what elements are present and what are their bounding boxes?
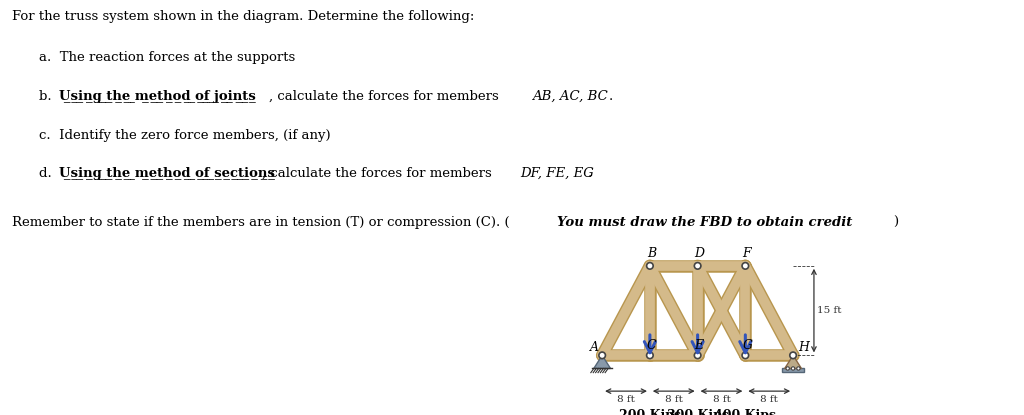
- Text: U̲s̲i̲n̲g̲ ̲t̲h̲e̲ ̲m̲e̲t̲h̲o̲d̲ ̲o̲f̲ ̲j̲o̲i̲n̲t̲s̲: U̲s̲i̲n̲g̲ ̲t̲h̲e̲ ̲m̲e̲t̲h̲o̲d̲ ̲o̲f̲ ̲…: [59, 90, 256, 103]
- Text: 200 Kips: 200 Kips: [618, 409, 681, 415]
- Text: AB, AC, BC: AB, AC, BC: [532, 90, 608, 103]
- Circle shape: [797, 367, 800, 370]
- Polygon shape: [784, 355, 802, 369]
- Text: C: C: [647, 339, 656, 352]
- Text: ): ): [893, 216, 898, 229]
- Text: c.  Identify the zero force members, (if any): c. Identify the zero force members, (if …: [39, 129, 331, 142]
- Circle shape: [694, 263, 700, 269]
- Circle shape: [792, 367, 795, 370]
- Circle shape: [646, 263, 653, 269]
- Text: DF, FE, EG: DF, FE, EG: [520, 167, 594, 180]
- Text: 8 ft: 8 ft: [665, 395, 683, 404]
- Text: You must draw the FBD to obtain credit: You must draw the FBD to obtain credit: [557, 216, 852, 229]
- Text: A: A: [590, 341, 599, 354]
- Circle shape: [742, 263, 749, 269]
- Text: D: D: [694, 247, 705, 260]
- Text: For the truss system shown in the diagram. Determine the following:: For the truss system shown in the diagra…: [12, 10, 475, 23]
- Text: E: E: [694, 339, 703, 352]
- Text: , calculate the forces for members: , calculate the forces for members: [269, 90, 504, 103]
- Bar: [782, 369, 804, 372]
- Text: , calculate the forces for members: , calculate the forces for members: [262, 167, 497, 180]
- Text: U̲s̲i̲n̲g̲ ̲t̲h̲e̲ ̲m̲e̲t̲h̲o̲d̲ ̲o̲f̲ ̲s̲e̲c̲t̲i̲o̲n̲s̲: U̲s̲i̲n̲g̲ ̲t̲h̲e̲ ̲m̲e̲t̲h̲o̲d̲ ̲o̲f̲ ̲…: [59, 167, 275, 180]
- Text: H: H: [798, 341, 809, 354]
- Text: 300 Kips: 300 Kips: [667, 409, 728, 415]
- Text: .: .: [608, 90, 612, 103]
- Text: 8 ft: 8 ft: [760, 395, 778, 404]
- Circle shape: [790, 352, 797, 359]
- Text: 8 ft: 8 ft: [617, 395, 635, 404]
- Text: 400 Kips: 400 Kips: [715, 409, 776, 415]
- Text: Remember to state if the members are in tension (T) or compression (C). (: Remember to state if the members are in …: [12, 216, 510, 229]
- Text: b.: b.: [39, 90, 55, 103]
- Text: 8 ft: 8 ft: [713, 395, 730, 404]
- Text: G: G: [742, 339, 753, 352]
- Text: a.  The reaction forces at the supports: a. The reaction forces at the supports: [39, 51, 295, 64]
- Text: d.: d.: [39, 167, 56, 180]
- Circle shape: [646, 352, 653, 359]
- Circle shape: [694, 352, 700, 359]
- Text: B: B: [647, 247, 656, 260]
- Circle shape: [742, 352, 749, 359]
- Text: F: F: [742, 247, 751, 260]
- Polygon shape: [594, 355, 610, 369]
- Circle shape: [786, 367, 790, 370]
- Text: 15 ft: 15 ft: [817, 306, 842, 315]
- Circle shape: [599, 352, 605, 359]
- Text: .: .: [588, 167, 592, 180]
